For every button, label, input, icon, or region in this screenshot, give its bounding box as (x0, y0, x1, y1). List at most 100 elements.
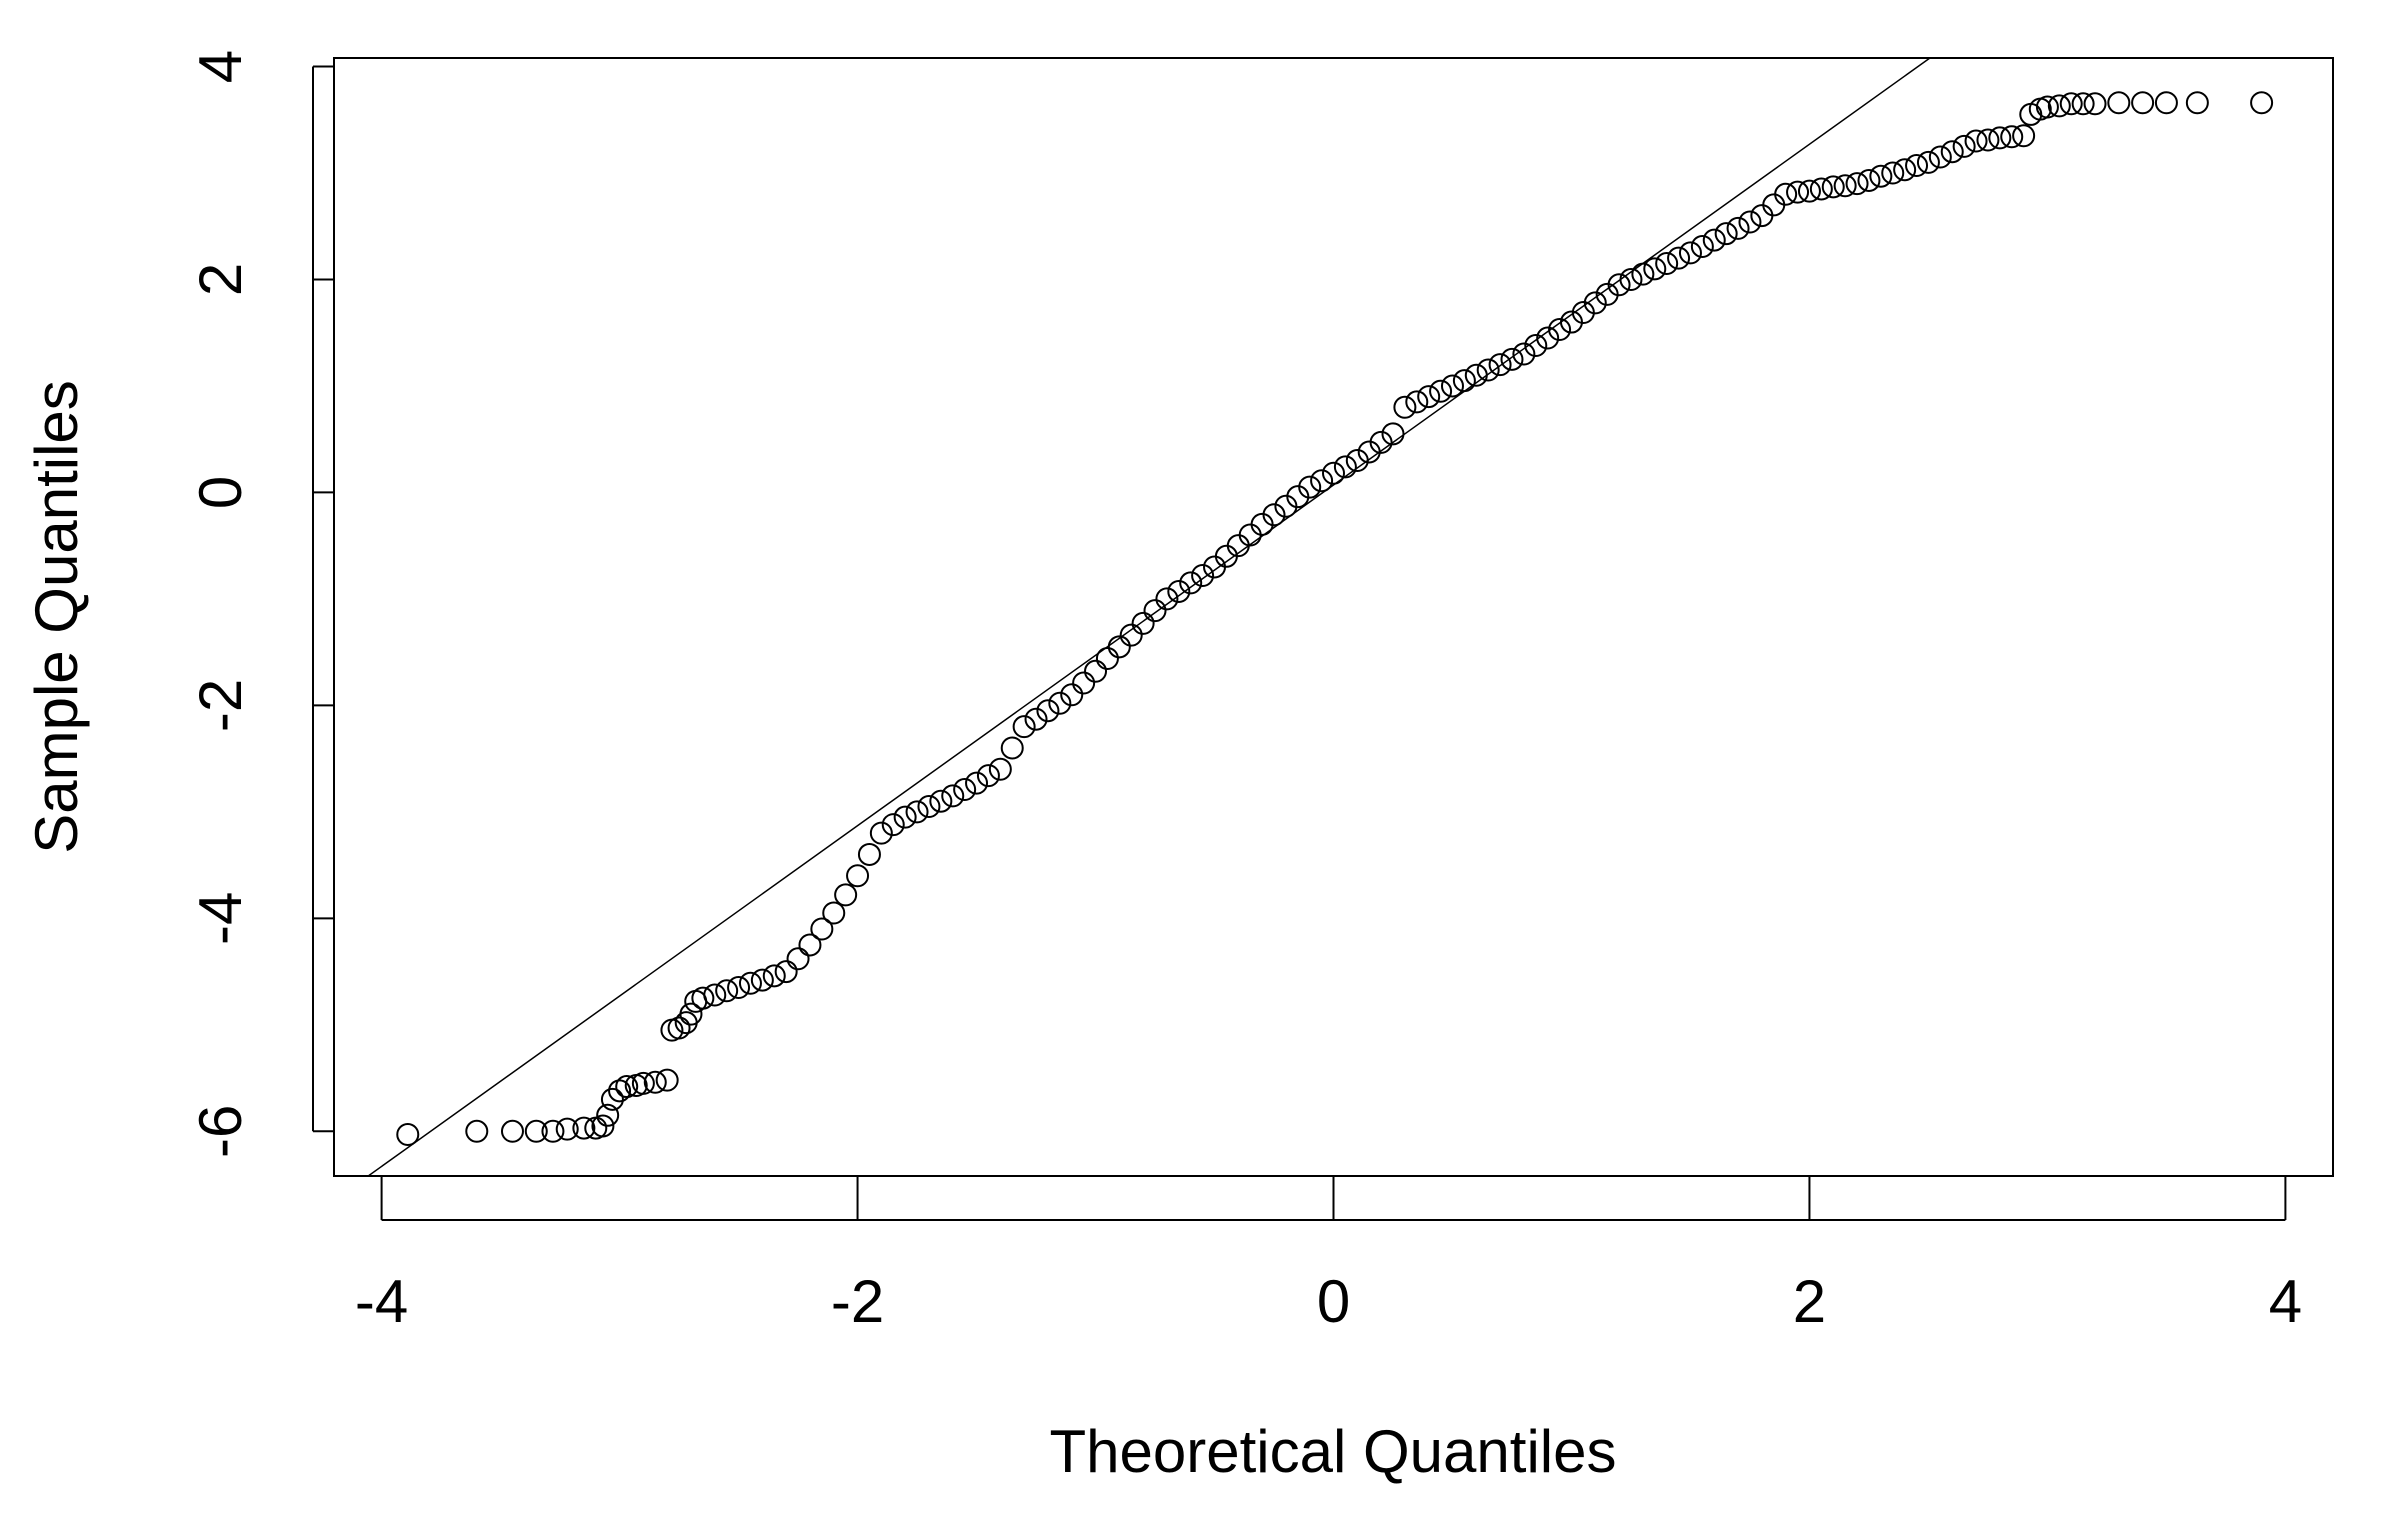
y-tick-label: -4 (187, 892, 254, 945)
data-point (1952, 134, 1976, 158)
data-point (691, 986, 715, 1010)
data-point (881, 813, 905, 837)
x-tick-label: -4 (355, 1268, 408, 1335)
y-tick-label: 4 (187, 50, 254, 83)
data-point (1607, 273, 1631, 297)
data-point (1750, 204, 1774, 228)
data-point (1143, 599, 1167, 623)
data-point (1643, 257, 1667, 281)
data-point (965, 771, 989, 795)
data-point (762, 964, 786, 988)
data-point (1381, 422, 1405, 446)
data-point (1131, 611, 1155, 635)
data-point (1893, 158, 1917, 182)
data-point (1631, 262, 1655, 286)
data-point (1774, 182, 1798, 206)
plot-frame (333, 57, 2334, 1177)
data-point (1857, 168, 1881, 192)
data-point (1916, 150, 1940, 174)
data-point (1440, 374, 1464, 398)
data-point (643, 1070, 667, 1094)
data-point (1821, 175, 1845, 199)
data-point (600, 1087, 624, 1111)
data-point (1238, 523, 1262, 547)
data-point (727, 976, 751, 1000)
data-point (1393, 395, 1417, 419)
data-point (2071, 92, 2095, 116)
data-point (1155, 587, 1179, 611)
data-point (1429, 379, 1453, 403)
data-point (1084, 659, 1108, 683)
data-point (524, 1119, 548, 1143)
data-point (591, 1114, 615, 1138)
data-point (2250, 91, 2274, 115)
data-point (1298, 475, 1322, 499)
data-point (1012, 715, 1036, 739)
data-point (1833, 174, 1857, 198)
data-point (1738, 210, 1762, 234)
data-point (988, 757, 1012, 781)
data-point (572, 1116, 596, 1140)
data-point (750, 968, 774, 992)
x-tick-label: 0 (1317, 1268, 1350, 1335)
data-point (834, 883, 858, 907)
data-point (1667, 246, 1691, 270)
data-point (715, 979, 739, 1003)
data-point (1072, 671, 1096, 695)
data-point (1369, 430, 1393, 454)
data-point (929, 789, 953, 813)
data-point (1167, 579, 1191, 603)
y-tick-label: -2 (187, 679, 254, 732)
data-point (1964, 129, 1988, 153)
data-point (1869, 164, 1893, 188)
data-point (1512, 342, 1536, 366)
data-point (798, 933, 822, 957)
x-tick-label: 2 (1793, 1268, 1826, 1335)
data-point (584, 1116, 608, 1140)
data-point (1976, 128, 2000, 152)
x-tick-label: -2 (831, 1268, 884, 1335)
data-point (786, 947, 810, 971)
data-point (1881, 161, 1905, 185)
data-point (396, 1122, 420, 1146)
data-point (1905, 154, 1929, 178)
data-point (655, 1068, 679, 1092)
data-point (893, 805, 917, 829)
data-point (1048, 691, 1072, 715)
data-point (1500, 347, 1524, 371)
data-point (615, 1075, 639, 1099)
data-point (1678, 241, 1702, 265)
data-point (1524, 333, 1548, 357)
data-point (1036, 699, 1060, 723)
data-point (822, 901, 846, 925)
data-point (555, 1117, 579, 1141)
data-point (608, 1079, 632, 1103)
data-point (1702, 228, 1726, 252)
data-point (1536, 326, 1560, 350)
data-point (679, 1002, 703, 1026)
data-point (1690, 234, 1714, 258)
x-tick-label: 4 (2269, 1268, 2302, 1335)
data-point (1988, 126, 2012, 150)
data-point (1179, 571, 1203, 595)
data-point (1714, 222, 1738, 246)
y-tick-label: -6 (187, 1105, 254, 1158)
y-tick-label: 0 (187, 476, 254, 509)
data-point (1310, 469, 1334, 493)
data-point (2059, 92, 2083, 116)
data-point (1464, 363, 1488, 387)
data-point (1786, 180, 1810, 204)
data-point (541, 1119, 565, 1143)
data-point (1726, 216, 1750, 240)
data-point (2000, 125, 2024, 149)
data-point (1797, 179, 1821, 203)
data-point (1809, 177, 1833, 201)
y-axis-label: Sample Quantiles (23, 380, 90, 854)
data-point (631, 1071, 655, 1095)
data-point (1345, 448, 1369, 472)
data-point (1940, 140, 1964, 164)
reference-line (366, 58, 1932, 1176)
data-point (2012, 124, 2036, 148)
y-tick-label: 2 (187, 263, 254, 296)
